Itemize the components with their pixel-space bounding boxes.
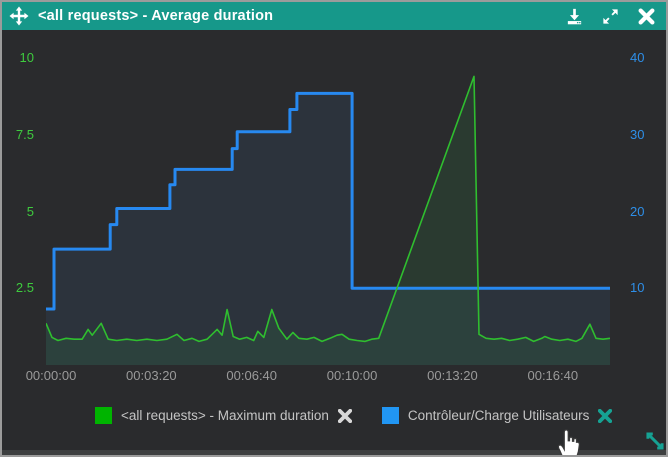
legend-item-charge-utilisateurs[interactable]: Contrôleur/Charge Utilisateurs — [381, 407, 613, 424]
y-left-tick-label: 2.5 — [15, 280, 34, 296]
legend-label: Contrôleur/Charge Utilisateurs — [407, 408, 590, 423]
close-button[interactable] — [636, 6, 656, 26]
legend-close-icon[interactable] — [598, 408, 613, 423]
move-icon-svg — [9, 6, 29, 26]
chart-legend: <all requests> - Maximum duration Contrô… — [95, 407, 613, 424]
legend-item-max-duration[interactable]: <all requests> - Maximum duration — [95, 407, 352, 424]
legend-swatch-blue — [381, 407, 399, 424]
series-line — [46, 91, 610, 311]
chart-plot-area[interactable] — [46, 42, 610, 365]
panel-titlebar: <all requests> - Average duration — [2, 2, 666, 30]
legend-swatch-green — [95, 407, 112, 424]
y-right-tick-label: 20 — [630, 203, 645, 219]
x-tick-label: 00:06:40 — [226, 368, 278, 383]
y-left-tick-label: 10 — [19, 50, 34, 66]
x-tick-label: 00:00:00 — [25, 368, 77, 383]
x-tick-label: 00:16:40 — [527, 368, 579, 383]
x-tick-label: 00:13:20 — [427, 368, 478, 383]
series-line — [46, 75, 610, 343]
y-right-tick-label: 30 — [630, 126, 645, 142]
y-right-tick-label: 10 — [630, 280, 645, 296]
download-button[interactable] — [564, 6, 584, 26]
y-left-tick-label: 7.5 — [15, 126, 34, 142]
legend-label: <all requests> - Maximum duration — [121, 408, 329, 423]
bottom-strip — [2, 450, 666, 455]
y-right-tick-label: 40 — [630, 50, 645, 66]
resize-handle-icon[interactable] — [644, 430, 666, 452]
series-fill — [46, 76, 610, 365]
close-icon — [638, 8, 654, 24]
panel-title: <all requests> - Average duration — [38, 8, 274, 24]
expand-button[interactable] — [600, 6, 620, 26]
y-axis-right: 40 30 20 10 — [630, 42, 664, 365]
y-left-tick-label: 5 — [26, 203, 34, 219]
move-icon[interactable] — [9, 6, 29, 26]
download-icon — [567, 8, 581, 24]
x-tick-label: 00:10:00 — [326, 368, 378, 383]
x-axis: 00:00:00 00:03:20 00:06:40 00:10:00 00:13:20… — [2, 368, 666, 386]
expand-icon — [602, 8, 618, 24]
series-fill — [46, 93, 610, 365]
x-tick-label: 00:03:20 — [126, 368, 177, 383]
y-axis-left: 10 7.5 5 2.5 — [2, 42, 40, 365]
legend-close-icon[interactable] — [337, 408, 352, 423]
